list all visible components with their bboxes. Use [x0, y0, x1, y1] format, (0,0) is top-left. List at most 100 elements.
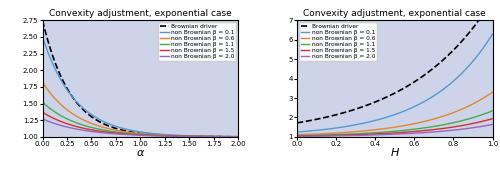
Brownian driver: [192, 135, 198, 137]
non Brownian β = 2.0: [314, 135, 320, 137]
Line: non Brownian β = 2.0: non Brownian β = 2.0: [297, 124, 492, 136]
non Brownian β = 1.5: [118, 133, 124, 135]
non Brownian β = 1.1: [380, 131, 386, 133]
non Brownian β = 2.0: [126, 134, 132, 136]
non Brownian β = 1.1: [40, 101, 46, 103]
non Brownian β = 0.1: [490, 33, 496, 35]
Line: non Brownian β = 1.5: non Brownian β = 1.5: [297, 119, 492, 136]
Brownian driver: [40, 20, 46, 22]
non Brownian β = 0.1: [428, 96, 434, 99]
non Brownian β = 1.1: [60, 116, 66, 118]
Brownian driver: [126, 130, 132, 132]
non Brownian β = 0.6: [196, 135, 202, 137]
Line: non Brownian β = 0.6: non Brownian β = 0.6: [42, 82, 238, 137]
Brownian driver: [373, 101, 379, 103]
Brownian driver: [174, 135, 180, 137]
non Brownian β = 0.6: [40, 81, 46, 83]
Line: Brownian driver: Brownian driver: [297, 0, 492, 123]
non Brownian β = 1.1: [490, 110, 496, 112]
non Brownian β = 1.5: [235, 136, 241, 138]
Line: non Brownian β = 1.5: non Brownian β = 1.5: [42, 112, 238, 137]
Brownian driver: [60, 79, 66, 81]
non Brownian β = 0.6: [490, 91, 496, 93]
non Brownian β = 0.6: [294, 134, 300, 136]
Brownian driver: [118, 129, 124, 131]
non Brownian β = 0.6: [118, 130, 124, 132]
Brownian driver: [490, 0, 496, 1]
non Brownian β = 1.1: [450, 122, 456, 124]
Legend: Brownian driver, non Brownian β = 0.1, non Brownian β = 0.6, non Brownian β = 1.: Brownian driver, non Brownian β = 0.1, n…: [158, 22, 236, 61]
non Brownian β = 0.6: [428, 119, 434, 121]
non Brownian β = 1.1: [235, 136, 241, 138]
non Brownian β = 1.5: [314, 135, 320, 137]
non Brownian β = 1.5: [60, 121, 66, 123]
non Brownian β = 2.0: [380, 134, 386, 136]
Line: Brownian driver: Brownian driver: [42, 21, 238, 137]
non Brownian β = 1.5: [174, 135, 180, 137]
Brownian driver: [314, 118, 320, 120]
non Brownian β = 0.1: [235, 136, 241, 138]
Line: non Brownian β = 0.1: non Brownian β = 0.1: [297, 34, 492, 132]
non Brownian β = 0.1: [294, 131, 300, 133]
Title: Convexity adjustment, exponential case: Convexity adjustment, exponential case: [304, 9, 486, 18]
non Brownian β = 1.1: [118, 132, 124, 134]
non Brownian β = 0.1: [196, 135, 202, 137]
non Brownian β = 1.5: [40, 111, 46, 113]
non Brownian β = 0.1: [450, 80, 456, 82]
non Brownian β = 0.6: [446, 113, 452, 115]
non Brownian β = 2.0: [174, 135, 180, 137]
non Brownian β = 2.0: [118, 133, 124, 135]
Brownian driver: [380, 98, 386, 100]
non Brownian β = 0.6: [235, 136, 241, 138]
Brownian driver: [294, 122, 300, 124]
non Brownian β = 0.1: [314, 129, 320, 131]
non Brownian β = 2.0: [373, 134, 379, 136]
Brownian driver: [196, 135, 202, 137]
non Brownian β = 1.5: [373, 133, 379, 135]
non Brownian β = 2.0: [450, 129, 456, 131]
X-axis label: α: α: [136, 148, 144, 159]
non Brownian β = 2.0: [428, 131, 434, 133]
non Brownian β = 1.1: [446, 123, 452, 125]
non Brownian β = 2.0: [192, 135, 198, 137]
non Brownian β = 2.0: [196, 136, 202, 138]
non Brownian β = 0.6: [380, 128, 386, 130]
non Brownian β = 1.5: [380, 132, 386, 135]
non Brownian β = 0.6: [373, 129, 379, 131]
non Brownian β = 1.5: [294, 135, 300, 137]
non Brownian β = 2.0: [294, 135, 300, 137]
Brownian driver: [450, 50, 456, 52]
non Brownian β = 1.1: [174, 135, 180, 137]
non Brownian β = 0.6: [126, 131, 132, 133]
non Brownian β = 1.1: [196, 135, 202, 137]
non Brownian β = 1.5: [428, 129, 434, 131]
non Brownian β = 0.6: [192, 135, 198, 137]
non Brownian β = 2.0: [40, 118, 46, 120]
Line: non Brownian β = 1.1: non Brownian β = 1.1: [297, 111, 492, 136]
non Brownian β = 1.1: [192, 135, 198, 137]
non Brownian β = 0.1: [380, 117, 386, 119]
non Brownian β = 0.6: [314, 133, 320, 135]
non Brownian β = 0.1: [118, 127, 124, 129]
non Brownian β = 1.1: [428, 126, 434, 128]
Line: non Brownian β = 2.0: non Brownian β = 2.0: [42, 119, 238, 137]
Line: non Brownian β = 0.1: non Brownian β = 0.1: [42, 37, 238, 137]
Line: non Brownian β = 1.1: non Brownian β = 1.1: [42, 102, 238, 137]
non Brownian β = 1.1: [126, 132, 132, 134]
Brownian driver: [446, 53, 452, 55]
Line: non Brownian β = 0.6: non Brownian β = 0.6: [297, 92, 492, 135]
non Brownian β = 1.5: [192, 135, 198, 137]
non Brownian β = 1.5: [490, 118, 496, 120]
non Brownian β = 2.0: [490, 123, 496, 125]
Title: Convexity adjustment, exponential case: Convexity adjustment, exponential case: [49, 9, 232, 18]
Brownian driver: [235, 136, 241, 138]
non Brownian β = 2.0: [446, 129, 452, 131]
non Brownian β = 0.6: [174, 135, 180, 137]
non Brownian β = 0.1: [192, 135, 198, 137]
non Brownian β = 1.5: [450, 126, 456, 128]
non Brownian β = 0.1: [126, 129, 132, 131]
non Brownian β = 0.1: [174, 134, 180, 136]
non Brownian β = 0.6: [450, 112, 456, 114]
non Brownian β = 0.6: [60, 105, 66, 107]
non Brownian β = 1.1: [314, 134, 320, 136]
